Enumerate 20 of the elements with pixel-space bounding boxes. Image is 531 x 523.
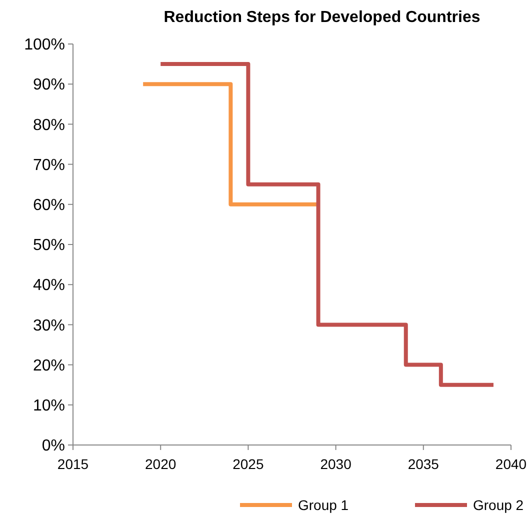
y-tick-label: 40%: [32, 277, 65, 294]
x-tick-label: 2020: [145, 456, 176, 472]
x-tick-label: 2030: [320, 456, 352, 472]
y-tick-label: 10%: [32, 398, 65, 414]
y-tick-label: 50%: [32, 237, 65, 254]
x-tick-label: 2040: [495, 456, 527, 472]
y-tick-label: 80%: [32, 116, 65, 134]
x-tick-label: 2035: [408, 456, 440, 472]
y-tick-label: 70%: [32, 156, 65, 174]
y-tick-label: 60%: [32, 197, 65, 214]
legend-label: Group 2: [473, 496, 524, 513]
y-tick-label: 30%: [32, 317, 65, 334]
y-tick-label: 20%: [32, 357, 65, 374]
x-tick-label: 2015: [57, 456, 89, 472]
y-tick-label: 0%: [42, 438, 65, 455]
x-tick-label: 2025: [232, 456, 264, 472]
legend-label: Group 1: [298, 496, 349, 513]
y-tick-label: 90%: [32, 76, 65, 94]
y-tick-label: 100%: [24, 36, 65, 54]
chart-title: Reduction Steps for Developed Countries: [164, 9, 480, 26]
